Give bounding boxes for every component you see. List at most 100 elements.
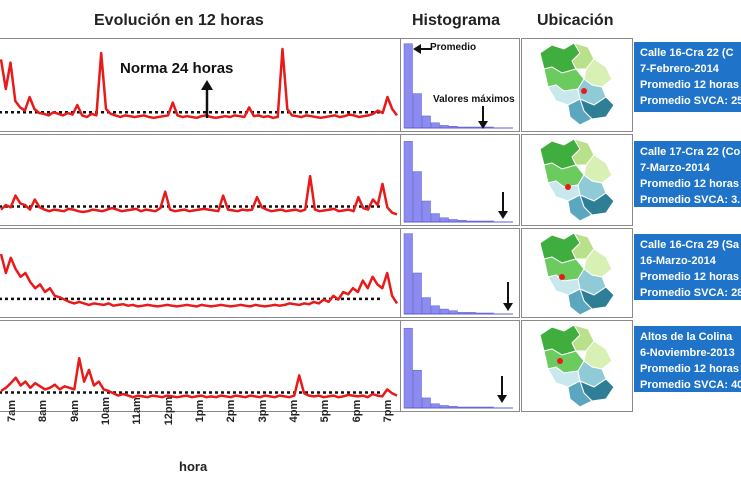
histogram-bar bbox=[430, 122, 440, 129]
histogram-bar bbox=[439, 217, 449, 223]
location-map-4 bbox=[539, 324, 615, 408]
map-district bbox=[571, 324, 595, 352]
histogram-bar bbox=[421, 200, 431, 223]
station-avg-svca: Promedio SVCA: 40 bbox=[640, 379, 741, 391]
histogram-header: Histograma bbox=[412, 12, 501, 29]
station-date: 7-Febrero-2014 bbox=[640, 63, 719, 75]
line-panel-1 bbox=[0, 38, 402, 132]
max-arrow-3 bbox=[503, 282, 513, 311]
line-chart-3 bbox=[0, 253, 399, 308]
histogram-bar bbox=[412, 171, 422, 223]
line-panel-2 bbox=[0, 134, 402, 226]
x-tick-label: 8am bbox=[37, 399, 50, 423]
mean-annotation: Promedio bbox=[430, 42, 477, 53]
station-marker bbox=[581, 88, 587, 94]
histogram-bar bbox=[421, 297, 431, 315]
map-panel-2 bbox=[521, 134, 633, 226]
evolution-header: Evolución en 12 horas bbox=[94, 12, 264, 29]
map-district bbox=[567, 288, 593, 316]
location-header: Ubicación bbox=[537, 12, 614, 29]
map-district bbox=[567, 194, 593, 222]
station-avg-12h: Promedio 12 horas bbox=[640, 271, 740, 283]
location-map-3 bbox=[539, 232, 615, 316]
map-panel-1 bbox=[521, 38, 633, 132]
station-info-3: Calle 16-Cra 29 (Sa 16-Marzo-2014 Promed… bbox=[634, 234, 741, 300]
max-arrow-2 bbox=[498, 192, 508, 219]
histogram-chart-3 bbox=[403, 233, 513, 315]
histogram-bar bbox=[403, 43, 413, 129]
max-arrow-4 bbox=[497, 376, 507, 403]
series-line-3 bbox=[0, 253, 399, 308]
norm-annotation: Norma 24 horas bbox=[120, 60, 234, 77]
x-tick-label: 3pm bbox=[256, 399, 269, 423]
x-tick-label: 9am bbox=[68, 399, 81, 423]
histogram-bar bbox=[403, 327, 413, 409]
map-panel-3 bbox=[521, 228, 633, 318]
line-chart-2 bbox=[0, 174, 398, 216]
x-tick-label: 6pm bbox=[350, 399, 363, 423]
map-district bbox=[571, 232, 595, 260]
histogram-bar bbox=[421, 397, 431, 409]
station-marker bbox=[565, 184, 571, 190]
histogram-bar bbox=[403, 233, 413, 315]
station-info-1: Calle 16-Cra 22 (C 7-Febrero-2014 Promed… bbox=[634, 42, 741, 112]
station-marker bbox=[559, 274, 565, 280]
series-line-2 bbox=[0, 174, 398, 216]
station-date: 7-Marzo-2014 bbox=[640, 162, 710, 174]
station-name: Calle 16-Cra 29 (Sa bbox=[640, 239, 740, 251]
histogram-bar bbox=[430, 403, 440, 409]
histogram-bar bbox=[403, 141, 413, 223]
station-avg-12h: Promedio 12 horas bbox=[640, 363, 740, 375]
station-avg-svca: Promedio SVCA: 25 bbox=[640, 95, 741, 107]
station-info-2: Calle 17-Cra 22 (Co 7-Marzo-2014 Promedi… bbox=[634, 141, 741, 207]
histogram-bar bbox=[412, 93, 422, 129]
x-axis-label: hora bbox=[179, 459, 208, 474]
line-panel-4 bbox=[0, 320, 402, 412]
series-line-4 bbox=[0, 356, 398, 399]
histogram-panel-3 bbox=[400, 228, 520, 318]
x-tick-label: 10am bbox=[100, 396, 112, 426]
histogram-bar bbox=[412, 272, 422, 315]
histogram-bar bbox=[430, 305, 440, 315]
x-tick-label: 7pm bbox=[382, 399, 394, 423]
histogram-chart-4 bbox=[403, 327, 513, 409]
station-marker bbox=[557, 358, 563, 364]
map-district bbox=[567, 380, 593, 408]
map-panel-4 bbox=[521, 320, 633, 412]
station-date: 16-Marzo-2014 bbox=[640, 255, 716, 267]
histogram-panel-2 bbox=[400, 134, 520, 226]
location-map-1 bbox=[539, 42, 615, 126]
histogram-bar bbox=[412, 369, 422, 409]
line-chart-1 bbox=[0, 47, 399, 120]
x-tick-label: 4pm bbox=[288, 399, 300, 423]
station-avg-svca: Promedio SVCA: 28 bbox=[640, 287, 741, 299]
line-panel-3 bbox=[0, 228, 402, 318]
max-values-annotation: Valores máximos bbox=[433, 94, 515, 105]
histogram-bar bbox=[421, 115, 431, 129]
x-tick-label: 11am bbox=[131, 397, 144, 425]
x-tick-label: 12pm bbox=[162, 396, 175, 426]
histogram-bar bbox=[430, 213, 440, 223]
x-tick-label: 2pm bbox=[225, 399, 238, 423]
map-district bbox=[571, 42, 595, 70]
norm-arrow bbox=[201, 80, 213, 118]
x-tick-label: 7am bbox=[6, 399, 18, 423]
series-line-1 bbox=[0, 47, 399, 120]
station-avg-12h: Promedio 12 horas bbox=[640, 79, 740, 91]
line-chart-4 bbox=[0, 356, 398, 399]
histogram-chart-2 bbox=[403, 141, 513, 223]
station-info-4: Altos de la Colina 6-Noviembre-2013 Prom… bbox=[634, 326, 741, 392]
histogram-bar bbox=[439, 308, 449, 315]
station-name: Calle 17-Cra 22 (Co bbox=[640, 146, 741, 158]
x-tick-label: 1pm bbox=[194, 399, 206, 423]
histogram-chart-1 bbox=[403, 43, 513, 129]
location-map-2 bbox=[539, 138, 615, 222]
map-district bbox=[567, 98, 593, 126]
station-date: 6-Noviembre-2013 bbox=[640, 347, 735, 359]
station-name: Altos de la Colina bbox=[640, 331, 733, 343]
station-name: Calle 16-Cra 22 (C bbox=[640, 47, 734, 59]
station-avg-12h: Promedio 12 horas bbox=[640, 178, 740, 190]
max-arrow-1 bbox=[478, 106, 488, 129]
x-tick-label: 5pm bbox=[319, 399, 332, 423]
mean-arrow bbox=[413, 44, 431, 54]
